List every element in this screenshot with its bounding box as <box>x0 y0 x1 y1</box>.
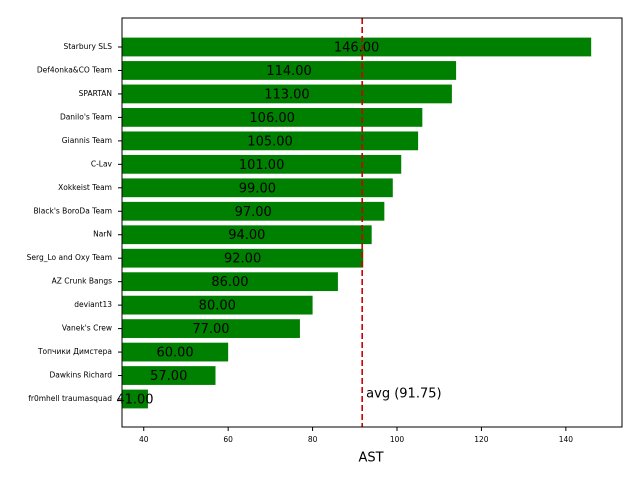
value-label: 114.00 <box>266 64 312 79</box>
y-tick-label: Giannis Team <box>62 136 112 145</box>
value-label: 105.00 <box>247 134 293 149</box>
x-axis-label: AST <box>358 451 383 466</box>
bar <box>122 61 457 80</box>
x-tick-label: 80 <box>308 435 318 444</box>
y-tick-label: Def4onka&CO Team <box>37 65 112 74</box>
y-tick-label: Vanek's Crew <box>62 324 112 333</box>
bar <box>122 37 592 57</box>
x-tick-label: 60 <box>223 435 233 444</box>
bar <box>122 295 313 315</box>
y-tick-label: Serg_Lo and Oxy Team <box>27 253 112 262</box>
x-tick-label: 140 <box>559 435 574 444</box>
value-label: 77.00 <box>192 322 229 337</box>
value-label: 60.00 <box>156 346 193 361</box>
y-tick-label: Топчики Димстера <box>37 347 112 356</box>
bar <box>122 108 423 127</box>
value-label: 101.00 <box>239 158 285 173</box>
value-label: 146.00 <box>334 41 380 56</box>
bar <box>122 225 372 245</box>
avg-label: avg (91.75) <box>366 387 441 402</box>
y-tick-label: AZ Crunk Bangs <box>52 277 112 286</box>
value-label: 97.00 <box>235 205 272 220</box>
y-tick-label: Xokkeist Team <box>58 183 112 192</box>
x-tick-label: 100 <box>390 435 405 444</box>
bar <box>122 342 229 362</box>
bar <box>122 131 419 151</box>
y-tick-label: C-Lav <box>91 159 113 168</box>
x-tick-label: 120 <box>474 435 489 444</box>
y-tick-label: fr0mhell traumasquad <box>28 394 112 403</box>
value-label: 94.00 <box>228 228 265 243</box>
value-label: 57.00 <box>150 369 187 384</box>
value-label: 86.00 <box>211 275 248 290</box>
y-tick-label: Black's BoroDa Team <box>34 206 112 215</box>
bar <box>122 319 300 338</box>
value-label: 80.00 <box>199 299 236 314</box>
y-tick-label: Starbury SLS <box>63 42 112 51</box>
bar <box>122 366 216 385</box>
bar <box>122 178 393 198</box>
x-tick-label: 40 <box>139 435 149 444</box>
bar <box>122 389 148 409</box>
plot-frame <box>121 17 623 428</box>
y-tick-label: Dawkins Richard <box>50 371 113 380</box>
bar <box>122 201 385 221</box>
value-label: 99.00 <box>239 181 276 196</box>
value-label: 92.00 <box>224 252 261 267</box>
value-label: 41.00 <box>116 393 153 408</box>
y-tick-label: SPARTAN <box>79 89 112 98</box>
bar <box>122 154 402 174</box>
y-tick-label: Danilo's Team <box>60 112 112 121</box>
bar <box>122 272 338 292</box>
bar <box>122 248 364 268</box>
value-label: 113.00 <box>264 87 310 102</box>
value-label: 106.00 <box>249 111 295 126</box>
y-tick-label: deviant13 <box>74 300 112 309</box>
y-tick-label: NarN <box>93 230 112 239</box>
bar <box>122 84 452 104</box>
